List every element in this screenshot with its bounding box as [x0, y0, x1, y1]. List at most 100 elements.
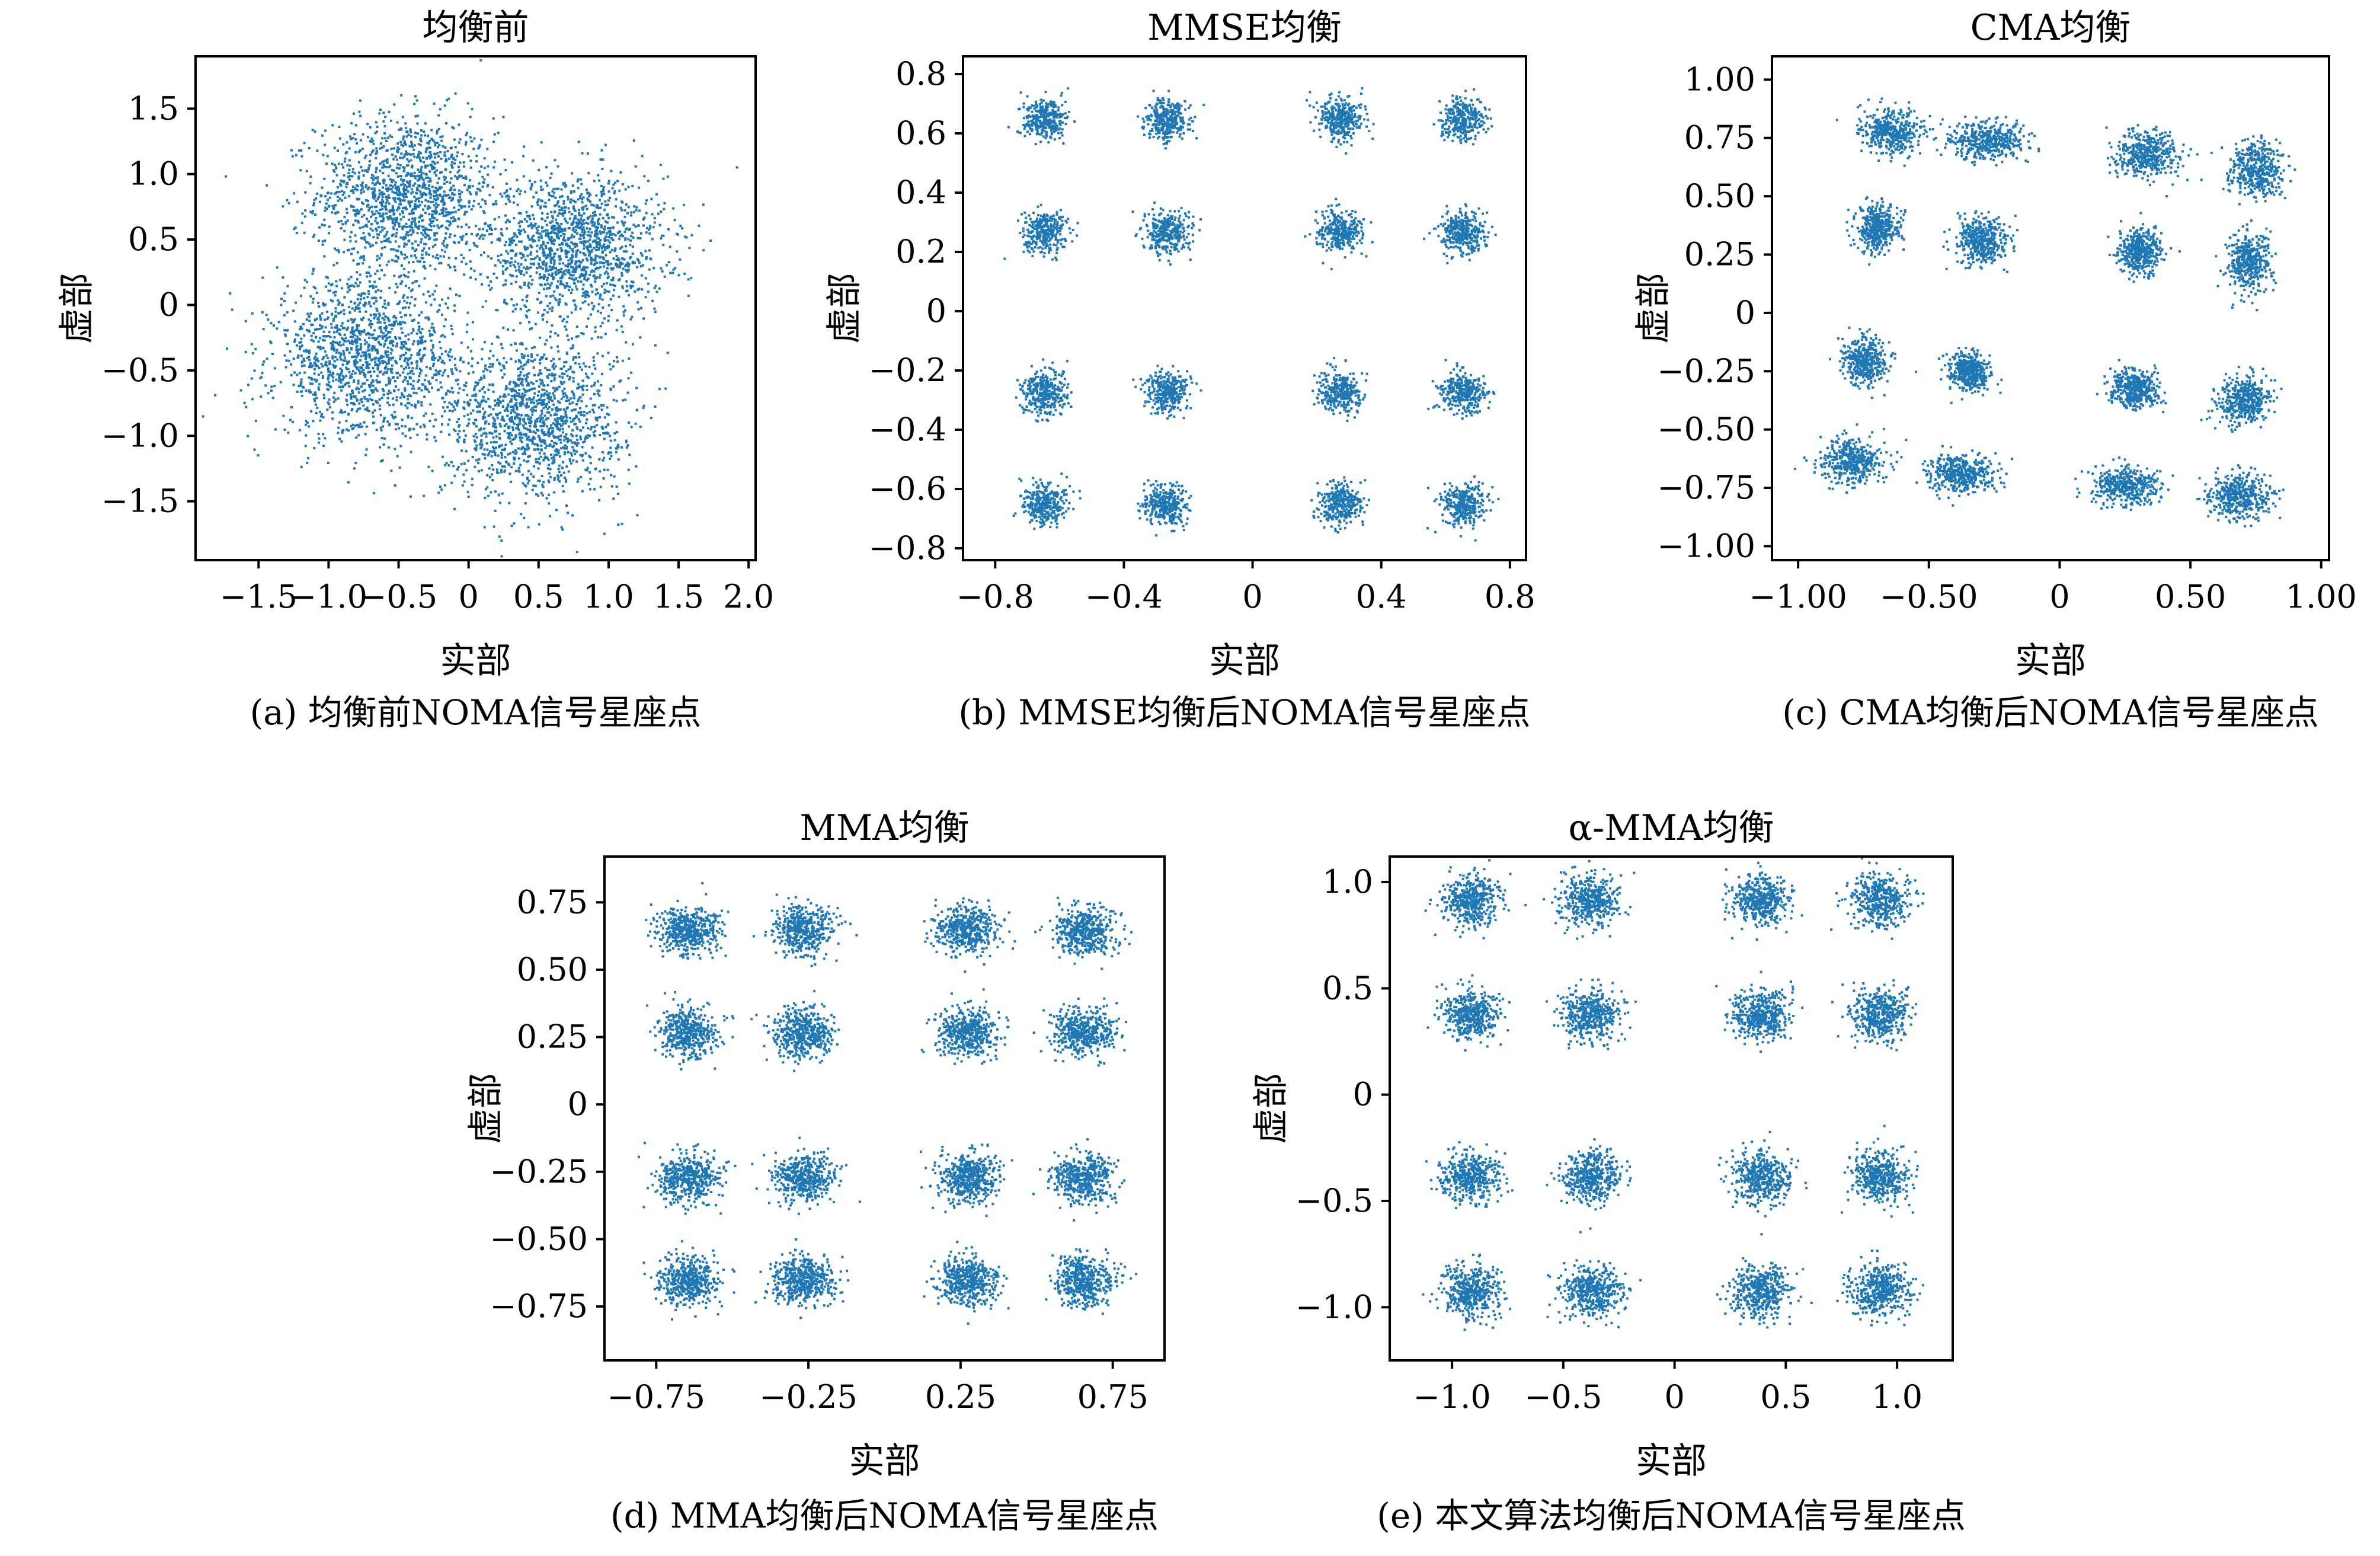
- x-tick-label: −1.00: [1749, 578, 1847, 615]
- scatter-points-cluster: [645, 991, 735, 1071]
- scatter-points-cluster: [1425, 1141, 1514, 1210]
- scatter-cluster-2: [753, 893, 858, 967]
- chart-title: MMA均衡: [799, 807, 969, 849]
- scatter-points: [1003, 87, 1500, 542]
- scatter-points-cluster: [1915, 445, 2013, 507]
- scatter-points-cluster: [2074, 456, 2174, 511]
- scatter-points-cluster: [1543, 860, 1636, 940]
- y-tick-label: 1.00: [1684, 60, 1755, 98]
- x-tick-label: −0.75: [607, 1378, 705, 1416]
- scatter-cluster-14: [1546, 1259, 1642, 1328]
- subplot-c-svg: −1.00 −0.50 0 0.50 1.00 1.00 0.75 0.50 0.25 0 −0.2…: [1633, 7, 2357, 682]
- subplot-d-svg: −0.75 −0.25 0.25 0.75 0.75 0.50 0.25 0 −0.25 −0.5…: [465, 807, 1166, 1482]
- chart-title: CMA均衡: [1970, 7, 2131, 49]
- y-tick-label: 0.25: [1684, 235, 1755, 273]
- x-axis-label: 实部: [1209, 640, 1280, 682]
- y-tick-label: 0.25: [517, 1018, 588, 1056]
- y-tick-label: −1.0: [1295, 1288, 1373, 1325]
- x-tick-label: 0.50: [2155, 578, 2226, 615]
- y-tick-label: −0.75: [1658, 469, 1755, 506]
- scatter-cluster-16: [2196, 464, 2285, 528]
- scatter-points-cluster: [1938, 347, 2003, 404]
- scatter-points-cluster: [1546, 1138, 1632, 1234]
- scatter-points-cluster: [1715, 970, 1804, 1053]
- x-tick-label: 0.75: [1077, 1378, 1149, 1416]
- y-tick-label: −0.4: [869, 411, 946, 448]
- scatter-points-cluster: [1841, 1124, 1919, 1218]
- y-tick-label: −1.5: [101, 483, 179, 520]
- x-tick-label: 1.00: [2286, 578, 2357, 615]
- scatter-cluster-4: [2200, 135, 2296, 206]
- y-axis-label: 虚部: [1250, 1073, 1292, 1144]
- x-tick-label: 0.8: [1485, 578, 1536, 615]
- scatter-cluster-11: [1717, 1130, 1808, 1218]
- x-tick-label: 1.0: [583, 578, 634, 615]
- scatter-cluster-8: [2215, 219, 2277, 312]
- scatter-cluster-10: [751, 1136, 861, 1215]
- scatter-cluster-13: [1012, 472, 1082, 531]
- scatter-points-cluster: [1423, 203, 1497, 264]
- y-tick-label: 0.5: [1322, 969, 1373, 1007]
- y-tick-label: 0.8: [895, 55, 946, 92]
- scatter-points-cluster: [923, 897, 1016, 973]
- scatter-cluster-3: [1721, 861, 1803, 941]
- scatter-points-cluster: [1131, 202, 1202, 266]
- scatter-points-cluster: [1716, 1233, 1813, 1329]
- subplot-caption: (a) 均衡前NOMA信号星座点: [249, 692, 702, 733]
- scatter-cluster-16: [1836, 1250, 1924, 1327]
- subplot-c: −1.00 −0.50 0 0.50 1.00 1.00 0.75 0.50 0.25 0 −0.2…: [1630, 0, 2357, 696]
- x-tick-label: 1.5: [653, 578, 704, 615]
- subplot-caption: (e) 本文算法均衡后NOMA信号星座点: [1377, 1496, 1966, 1536]
- scatter-cluster-14: [1137, 479, 1192, 537]
- scatter-cluster-1: [1835, 97, 1944, 167]
- scatter-points-cluster: [2096, 359, 2167, 413]
- scatter-points-cluster: [1426, 974, 1511, 1052]
- scatter-cluster-9: [1015, 358, 1073, 423]
- scatter-points-cluster: [2200, 135, 2296, 206]
- y-tick-label: 0.5: [128, 221, 179, 258]
- scatter-cluster-2: [1543, 860, 1636, 940]
- x-tick-label: −0.5: [360, 578, 437, 615]
- y-tick-label: 0.2: [895, 233, 946, 270]
- x-tick-label: 0.4: [1356, 578, 1407, 615]
- subplot-caption: (b) MMSE均衡后NOMA信号星座点: [958, 692, 1531, 733]
- scatter-cluster-14: [1915, 445, 2013, 507]
- subplot-b: −0.8 −0.4 0 0.4 0.8 0.8 0.6 0.4 0.2 0 −0.2 −0.4 −0.6…: [821, 0, 1544, 696]
- scatter-cluster-7: [1304, 197, 1374, 271]
- scatter-cluster-7: [2107, 212, 2181, 283]
- scatter-points-cluster: [920, 988, 1010, 1065]
- x-axis-label: 实部: [1636, 1440, 1707, 1482]
- scatter-cluster-13: [1793, 423, 1908, 494]
- y-tick-label: −0.5: [1295, 1182, 1373, 1219]
- scatter-cluster-10: [1132, 365, 1202, 420]
- scatter-points-cluster: [1304, 197, 1374, 271]
- scatter-cluster-9: [1829, 327, 1918, 400]
- y-tick-label: 0.6: [895, 114, 946, 152]
- scatter-points-cluster: [1717, 1130, 1808, 1218]
- scatter-points-cluster: [754, 1238, 850, 1319]
- scatter-cluster-2: [430, 139, 738, 363]
- scatter-points: [1422, 857, 1925, 1331]
- subplot-e: −1.0 −0.5 0 0.5 1.0 1.0 0.5 0 −0.5 −1.0 α-MMA均衡 实部 虚…: [1247, 797, 1970, 1497]
- scatter-points-cluster: [1132, 365, 1202, 420]
- x-tick-label: −1.5: [220, 578, 298, 615]
- scatter-cluster-15: [2074, 456, 2174, 511]
- x-tick-label: 0.5: [513, 578, 564, 615]
- axes-frame: [194, 55, 757, 561]
- chart-title: 均衡前: [423, 7, 529, 49]
- subplot-caption: (c) CMA均衡后NOMA信号星座点: [1782, 692, 2319, 733]
- y-tick-label: 1.0: [128, 155, 179, 193]
- scatter-points-cluster: [638, 1142, 737, 1215]
- scatter-points-cluster: [1931, 115, 2040, 167]
- y-tick-label: −0.2: [869, 352, 946, 389]
- scatter-cluster-4: [386, 286, 667, 558]
- y-tick-label: −0.50: [1658, 411, 1755, 448]
- scatter-points-cluster: [1432, 88, 1493, 146]
- x-tick-label: 2.0: [723, 578, 774, 615]
- scatter-cluster-3: [923, 897, 1016, 973]
- scatter-cluster-12: [1427, 359, 1495, 420]
- y-tick-label: 0.75: [1684, 119, 1755, 156]
- scatter-points-cluster: [1137, 90, 1205, 150]
- scatter-cluster-16: [1045, 1219, 1138, 1315]
